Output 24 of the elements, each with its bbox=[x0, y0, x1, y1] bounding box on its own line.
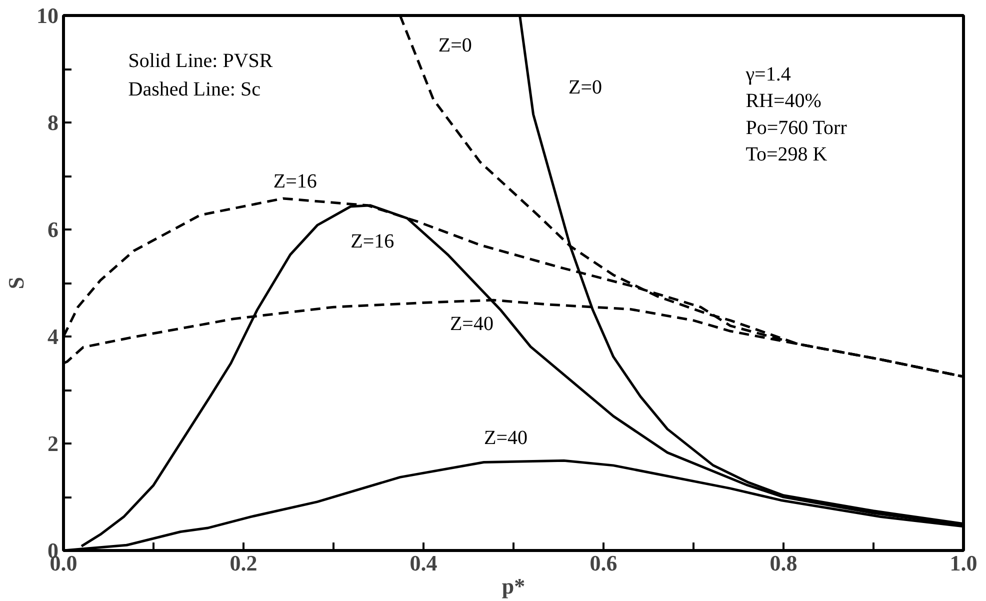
y-axis-title: S bbox=[4, 276, 28, 290]
x-tick-label: 1.0 bbox=[950, 550, 978, 576]
series-label: Z=40 bbox=[484, 427, 528, 450]
series-label: Z=0 bbox=[568, 76, 602, 98]
x-tick-label: 0.8 bbox=[770, 550, 798, 576]
y-tick-label: 10 bbox=[36, 3, 58, 28]
series-label: Z=40 bbox=[450, 313, 494, 336]
y-tick-label: 6 bbox=[48, 217, 58, 242]
annotation: Po=760 Torr bbox=[746, 116, 848, 139]
series-label: Z=16 bbox=[350, 230, 394, 252]
x-tick-label: 0.4 bbox=[410, 550, 438, 576]
series-label: Z=16 bbox=[273, 170, 317, 192]
y-tick-label: 8 bbox=[48, 110, 58, 135]
x-axis-title: p* bbox=[502, 574, 526, 598]
y-tick-label: 2 bbox=[48, 431, 58, 456]
x-tick-label: 0.2 bbox=[230, 550, 258, 576]
annotation: Solid Line: PVSR bbox=[128, 50, 274, 72]
annotation: γ=1.4 bbox=[744, 63, 791, 86]
series-label: Z=0 bbox=[438, 34, 472, 56]
x-tick-label: 0.6 bbox=[590, 550, 618, 576]
annotation: Dashed Line: Sc bbox=[128, 78, 261, 100]
annotation: RH=40% bbox=[746, 90, 822, 112]
y-tick-label: 4 bbox=[48, 324, 58, 349]
annotation: To=298 K bbox=[746, 144, 828, 166]
